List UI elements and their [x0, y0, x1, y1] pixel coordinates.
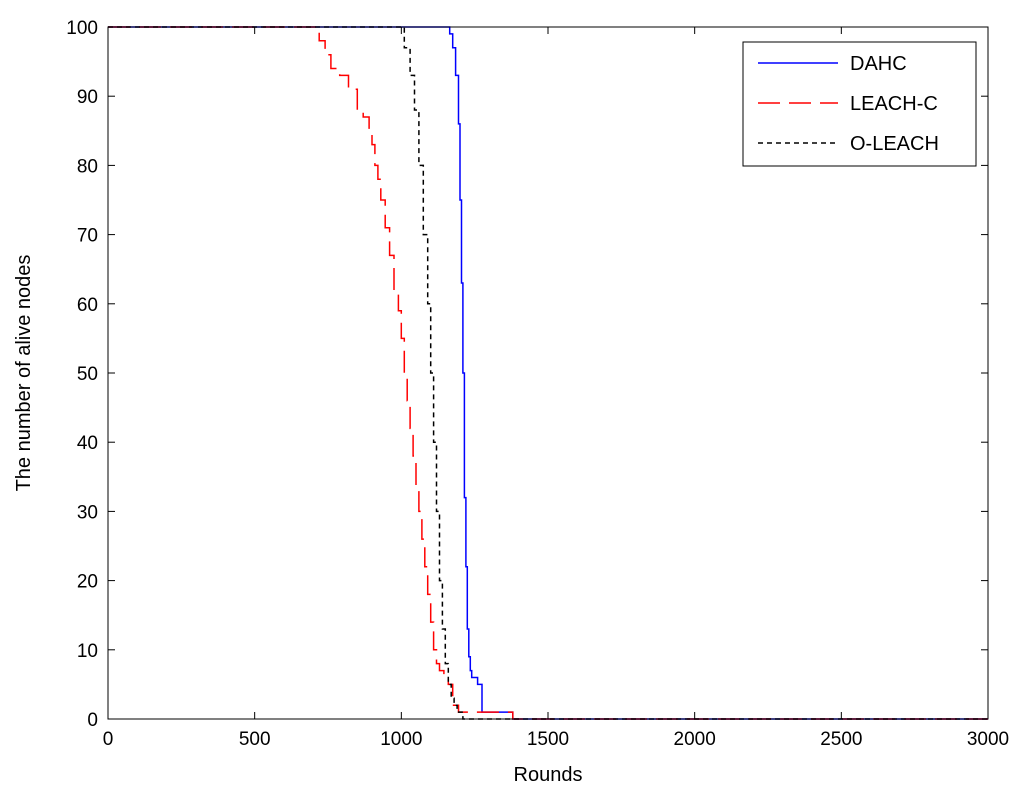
y-tick-label: 20: [77, 572, 98, 593]
x-tick-label: 2000: [674, 729, 716, 750]
axes-layer: 0 500 1000 1500 2000 2500 3000 0 10 20 30 40 50 60 70 8…: [66, 18, 1009, 750]
y-tick-label: 30: [77, 502, 98, 523]
y-tick-label: 0: [87, 710, 98, 731]
legend-label: LEACH-C: [850, 93, 938, 115]
x-axis-title: Rounds: [514, 764, 583, 786]
series-line-leach-c: [108, 26, 988, 720]
series-line-o-leach: [108, 26, 988, 720]
y-axis-title: The number of alive nodes: [13, 255, 35, 492]
x-tick-label: 1000: [380, 729, 422, 750]
y-tick-label: 10: [77, 641, 98, 662]
x-tick-label: 0: [103, 729, 114, 750]
y-tick-label: 80: [77, 156, 98, 177]
legend-label: DAHC: [850, 53, 907, 75]
y-tick-label: 50: [77, 364, 98, 385]
y-tick-label: 60: [77, 295, 98, 316]
series-layer: [108, 26, 988, 720]
x-tick-label: 500: [239, 729, 271, 750]
y-tick-label: 90: [77, 87, 98, 108]
x-tick-label: 3000: [967, 729, 1009, 750]
y-tick-label: 70: [77, 226, 98, 247]
x-tick-label: 2500: [820, 729, 862, 750]
legend: DAHC LEACH-C O-LEACH: [742, 41, 977, 167]
y-tick-label: 100: [66, 18, 98, 39]
y-tick-label: 40: [77, 433, 98, 454]
legend-label: O-LEACH: [850, 133, 939, 155]
x-tick-label: 1500: [527, 729, 569, 750]
